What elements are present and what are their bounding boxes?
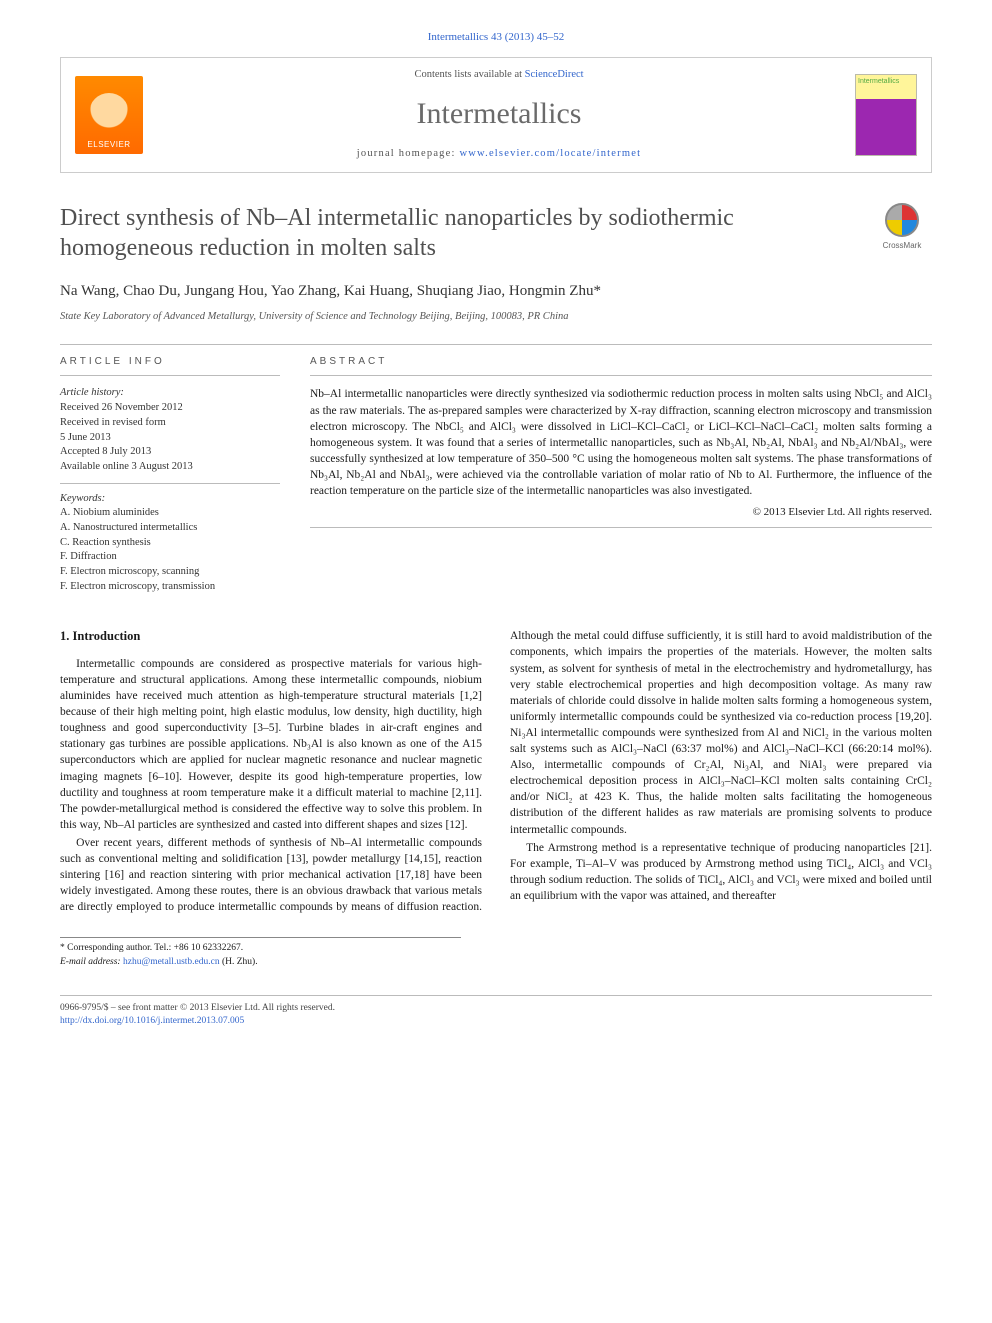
elsevier-tree-icon [89,93,129,133]
affiliation: State Key Laboratory of Advanced Metallu… [60,310,932,325]
article-info-column: ARTICLE INFO Article history: Received 2… [60,355,280,594]
abstract-copyright: © 2013 Elsevier Ltd. All rights reserved… [310,505,932,520]
abstract-column: ABSTRACT Nb–Al intermetallic nanoparticl… [310,355,932,594]
email-suffix: (H. Zhu). [220,957,258,967]
divider [60,375,280,376]
doi-link[interactable]: http://dx.doi.org/10.1016/j.intermet.201… [60,1016,244,1026]
abstract-text: Nb–Al intermetallic nanoparticles were d… [310,386,932,499]
history-line: 5 June 2013 [60,431,280,446]
footer-left: 0966-9795/$ – see front matter © 2013 El… [60,1002,461,1029]
crossmark-label: CrossMark [883,240,922,251]
divider [310,375,932,376]
corresponding-tel: * Corresponding author. Tel.: +86 10 623… [60,942,461,955]
keyword: F. Electron microscopy, scanning [60,565,280,580]
history-line: Available online 3 August 2013 [60,460,280,475]
homepage-prefix: journal homepage: [357,148,460,159]
corresponding-email-line: E-mail address: hzhu@metall.ustb.edu.cn … [60,956,461,969]
keywords-label: Keywords: [60,492,280,507]
corresponding-email-link[interactable]: hzhu@metall.ustb.edu.cn [123,957,220,967]
article-history-block: Article history: Received 26 November 20… [60,386,280,483]
header-center: Contents lists available at ScienceDirec… [143,68,855,161]
journal-header: ELSEVIER Contents lists available at Sci… [60,57,932,172]
abstract-heading: ABSTRACT [310,355,932,369]
keyword: A. Nanostructured intermetallics [60,521,280,536]
corresponding-author-note: * Corresponding author. Tel.: +86 10 623… [60,937,461,969]
section-heading: 1. Introduction [60,628,482,646]
email-label: E-mail address: [60,957,123,967]
elsevier-logo-text: ELSEVIER [87,139,130,150]
crossmark-badge[interactable]: CrossMark [872,203,932,251]
history-line: Accepted 8 July 2013 [60,445,280,460]
article-body: 1. Introduction Intermetallic compounds … [60,628,932,915]
contents-available-line: Contents lists available at ScienceDirec… [143,68,855,83]
sciencedirect-link[interactable]: ScienceDirect [525,69,584,80]
history-line: Received 26 November 2012 [60,401,280,416]
divider [60,344,932,345]
paragraph: The Armstrong method is a representative… [510,840,932,904]
keywords-block: Keywords: A. Niobium aluminides A. Nanos… [60,492,280,595]
keyword: F. Electron microscopy, transmission [60,580,280,595]
keyword: C. Reaction synthesis [60,536,280,551]
paragraph: Intermetallic compounds are considered a… [60,656,482,833]
divider [310,527,932,528]
meta-abstract-row: ARTICLE INFO Article history: Received 2… [60,355,932,594]
homepage-line: journal homepage: www.elsevier.com/locat… [143,147,855,162]
journal-name: Intermetallics [143,93,855,135]
elsevier-logo: ELSEVIER [75,76,143,154]
journal-cover-thumbnail: Intermetallics [855,74,917,156]
homepage-url[interactable]: www.elsevier.com/locate/intermet [459,148,641,159]
page-footer: 0966-9795/$ – see front matter © 2013 El… [60,995,932,1029]
citation-line: Intermetallics 43 (2013) 45–52 [60,30,932,45]
crossmark-icon [885,203,919,237]
keyword: F. Diffraction [60,550,280,565]
title-row: Direct synthesis of Nb–Al intermetallic … [60,203,932,263]
history-line: Received in revised form [60,416,280,431]
issn-line: 0966-9795/$ – see front matter © 2013 El… [60,1002,461,1015]
author-list: Na Wang, Chao Du, Jungang Hou, Yao Zhang… [60,281,932,302]
article-info-heading: ARTICLE INFO [60,355,280,369]
contents-prefix: Contents lists available at [414,69,524,80]
keyword: A. Niobium aluminides [60,506,280,521]
article-title: Direct synthesis of Nb–Al intermetallic … [60,203,872,263]
history-label: Article history: [60,386,280,401]
